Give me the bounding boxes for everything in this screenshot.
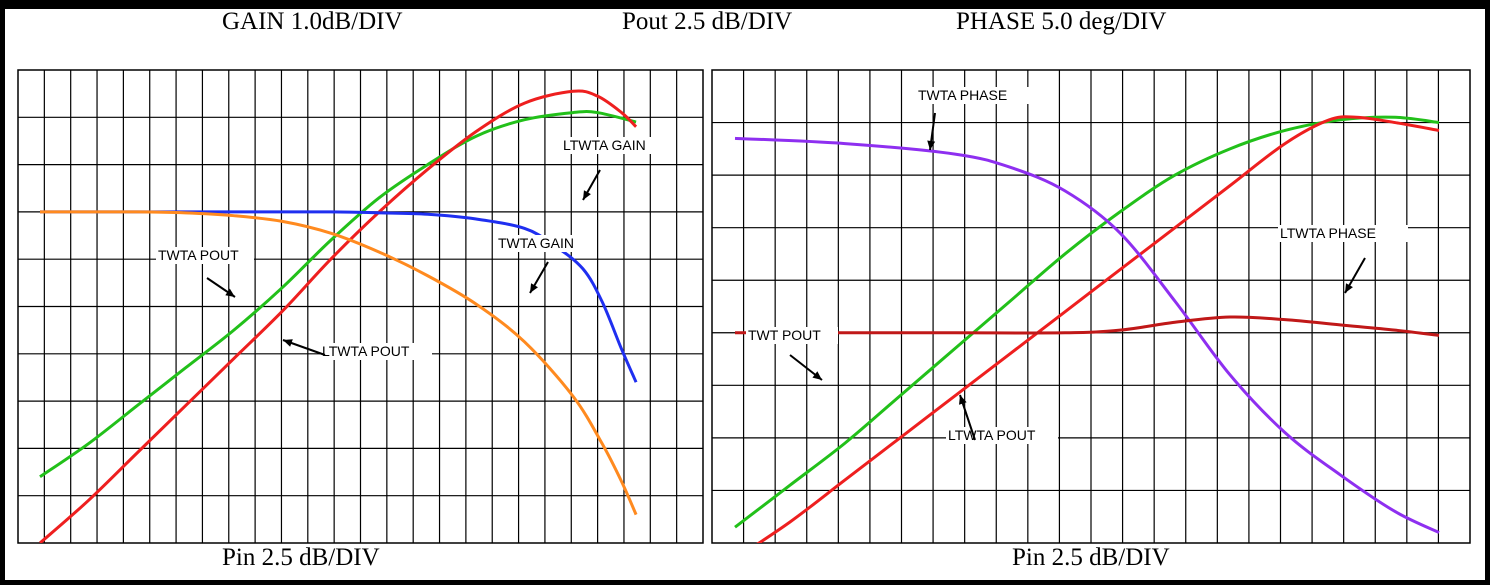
- annotation-bg: [156, 247, 254, 264]
- annotation-arrowhead: [1345, 283, 1353, 293]
- right-chart: TWTA PHASE LTWTA PHASE TWT POUT LTWTA POUT: [711, 69, 1471, 544]
- series-group: [39, 89, 638, 543]
- annotation-arrowhead: [283, 339, 293, 347]
- phase-scale-title: PHASE 5.0 deg/DIV: [956, 8, 1167, 35]
- series-line-twta-pout: [39, 110, 637, 479]
- series-line-twta-phase: [734, 136, 1440, 534]
- annotation-ltwta-gain: LTWTA GAIN: [563, 137, 646, 153]
- annotation-bg: [916, 87, 1040, 104]
- gain-scale-title: GAIN 1.0dB/DIV: [222, 8, 403, 35]
- annotation-arrowhead: [225, 288, 235, 297]
- series-line-ltwta-phase: [735, 315, 1440, 337]
- pout-scale-title: Pout 2.5 dB/DIV: [622, 8, 793, 35]
- annotation-ltwta-pout: LTWTA POUT: [948, 427, 1036, 443]
- left-chart: LTWTA GAIN TWTA POUT TWTA GAIN LTWTA POUT: [17, 69, 704, 544]
- annotation-twta-gain: TWTA GAIN: [498, 235, 574, 251]
- annotation-ltwta-pout: LTWTA POUT: [322, 343, 410, 359]
- annotation-bg: [746, 327, 838, 344]
- annotation-twta-pout: TWTA POUT: [158, 247, 239, 263]
- annotation-arrowhead: [927, 140, 936, 150]
- annotation-twt-pout: TWT POUT: [748, 327, 821, 343]
- annotation-bg: [561, 137, 673, 154]
- annotation-arrowhead: [530, 283, 538, 293]
- series-line-ltwta-pout: [756, 115, 1440, 543]
- series-group: [734, 115, 1440, 543]
- annotation-bg: [496, 235, 586, 252]
- annotation-arrowhead: [959, 395, 967, 405]
- pin-scale-left-title: Pin 2.5 dB/DIV: [222, 544, 380, 571]
- series-line-ltwta-gain: [40, 210, 638, 383]
- pin-scale-right-title: Pin 2.5 dB/DIV: [1012, 544, 1170, 571]
- series-line-twta-gain: [39, 210, 638, 516]
- annotation-bg: [1278, 225, 1408, 242]
- series-line-ltwta-pout: [39, 89, 638, 543]
- annotation-arrowhead: [583, 190, 591, 200]
- annotation-twta-phase: TWTA PHASE: [918, 87, 1007, 103]
- annotation-arrowhead: [812, 371, 822, 380]
- annotation-ltwta-phase: LTWTA PHASE: [1280, 225, 1376, 241]
- annotation-bg: [320, 343, 432, 360]
